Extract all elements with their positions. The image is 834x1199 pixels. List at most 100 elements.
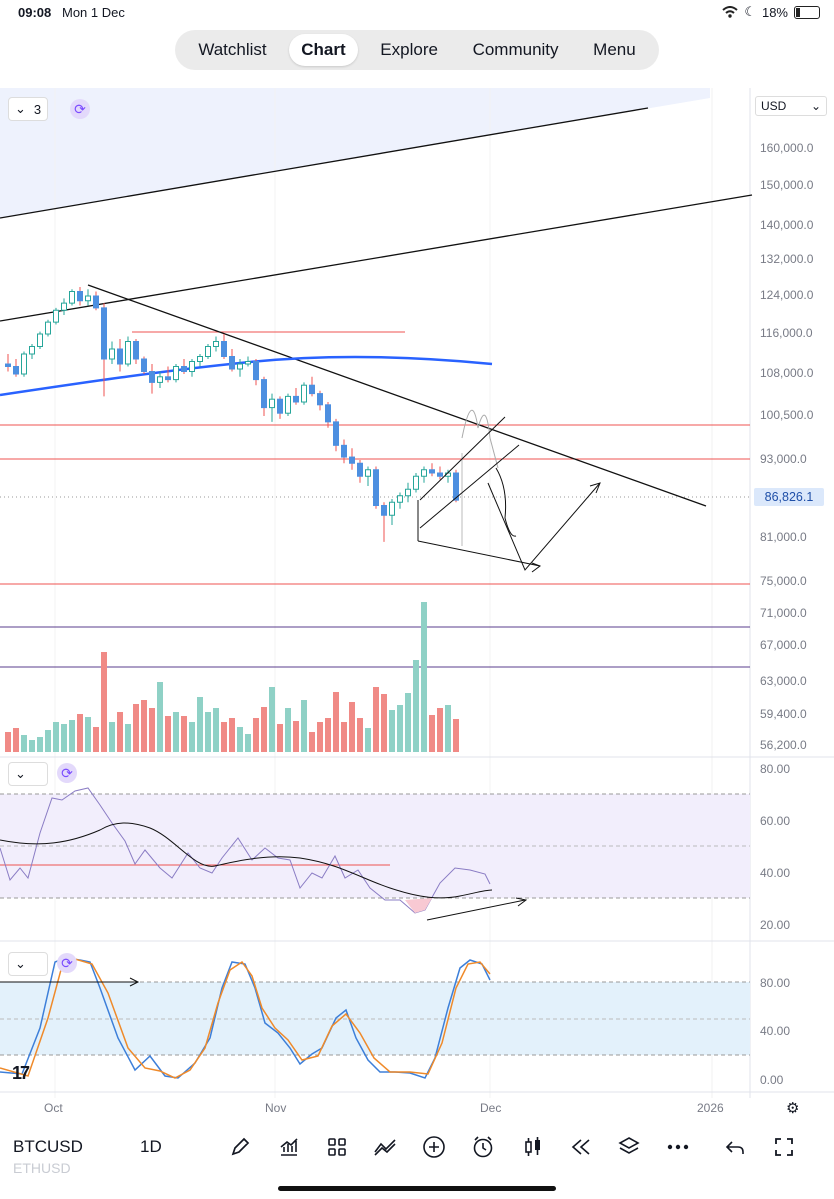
volume-bar [77, 714, 83, 752]
candle-body [357, 462, 363, 477]
arrow-head [129, 977, 140, 987]
top-nav: Watchlist Chart Explore Community Menu [175, 30, 659, 70]
candle-body [397, 495, 403, 503]
volume-bar [365, 728, 371, 752]
rsi-label: 80.00 [760, 762, 791, 776]
sync-icon[interactable]: ⟳ [57, 953, 77, 973]
pencil-icon[interactable] [227, 1134, 253, 1160]
volume-bar [197, 697, 203, 752]
candle-body [77, 291, 83, 302]
time-label: 2026 [697, 1101, 724, 1115]
tab-chart[interactable]: Chart [289, 34, 358, 66]
volume-bar [117, 712, 123, 752]
rsi-ma-line [0, 822, 493, 899]
grid-icon[interactable] [324, 1134, 350, 1160]
volume-bar [293, 721, 299, 752]
status-time: 09:08 [18, 5, 52, 20]
candle-body [13, 366, 19, 375]
candle-body [213, 341, 219, 347]
candle-body [389, 501, 395, 516]
tab-watchlist[interactable]: Watchlist [198, 40, 267, 59]
sync-icon[interactable]: ⟳ [70, 99, 90, 119]
volume-bar [237, 727, 243, 752]
arrow-head [531, 562, 542, 573]
volume-bar [445, 705, 451, 752]
volume-bar [93, 727, 99, 752]
candle-body [429, 469, 435, 474]
fullscreen-icon[interactable] [771, 1134, 797, 1160]
candle-body [197, 356, 203, 362]
rsi-collapse[interactable]: ⌄ [8, 762, 48, 786]
candle-body [125, 341, 131, 365]
settings-icon[interactable]: ⚙ [786, 1100, 800, 1117]
rsi-label: 20.00 [760, 918, 791, 932]
sync-icon[interactable]: ⟳ [57, 763, 77, 783]
home-indicator [278, 1186, 556, 1191]
indicators-icon[interactable] [276, 1134, 302, 1160]
candle-body [165, 376, 171, 381]
price-label: 160,000.0 [760, 141, 814, 155]
channel-shade [0, 88, 710, 218]
wedge-upper [419, 416, 506, 501]
stoch-collapse[interactable]: ⌄ [8, 952, 48, 976]
stoch-label: 0.00 [760, 1073, 784, 1087]
candle-body [29, 346, 35, 355]
candle-body [61, 302, 67, 311]
moon-icon: ☾ [744, 4, 756, 19]
tab-menu[interactable]: Menu [593, 40, 636, 59]
volume-bar [173, 712, 179, 752]
volume-bar [325, 718, 331, 752]
volume-bar [205, 712, 211, 752]
more-icon[interactable] [665, 1134, 691, 1160]
add-icon[interactable] [421, 1134, 447, 1160]
chevron-down-icon: ⌄ [15, 101, 26, 116]
volume-bar [285, 708, 291, 752]
volume-bar [349, 702, 355, 752]
candle-body [21, 353, 27, 375]
volume-bar [165, 716, 171, 752]
candle-body [85, 295, 91, 302]
candle-body [93, 295, 99, 309]
candle-body [341, 444, 347, 458]
alert-clock-icon[interactable] [470, 1134, 496, 1160]
time-label: Dec [480, 1101, 502, 1115]
candle-icon[interactable] [520, 1134, 546, 1160]
symbol-label[interactable]: BTCUSD [13, 1137, 83, 1156]
tab-community[interactable]: Community [472, 40, 559, 59]
compare-icon[interactable] [372, 1134, 398, 1160]
volume-bar [437, 708, 443, 752]
volume-bar [421, 602, 427, 752]
layers-icon[interactable] [616, 1134, 642, 1160]
ghost-projection [461, 409, 499, 469]
rewind-icon[interactable] [568, 1134, 594, 1160]
volume-bar [69, 720, 75, 752]
volume-bar [381, 694, 387, 752]
candle-body [245, 361, 251, 365]
undo-icon[interactable] [722, 1134, 748, 1160]
volume-bar [373, 687, 379, 752]
currency-select[interactable]: USD ⌄ [755, 96, 827, 116]
stoch-label: 40.00 [760, 1024, 791, 1038]
candle-body [141, 358, 147, 372]
volume-bar [37, 737, 43, 752]
status-date: Mon 1 Dec [62, 5, 125, 20]
candle-body [421, 469, 427, 477]
down-trendline [87, 284, 707, 507]
candle-body [69, 291, 75, 304]
volume-bar [149, 708, 155, 752]
timeframe-button[interactable]: 1D [140, 1137, 162, 1156]
candle-body [205, 346, 211, 357]
chevron-down-icon: ⌄ [810, 99, 821, 113]
tab-explore[interactable]: Explore [380, 40, 438, 59]
volume-bar [277, 724, 283, 752]
candle-body [277, 398, 283, 414]
candle-body [173, 366, 179, 381]
volume-bar [21, 735, 27, 752]
volume-bar [13, 728, 19, 752]
rsi-divergence [426, 899, 526, 921]
chevron-down-icon: ⌄ [15, 766, 26, 781]
indicators-collapse[interactable]: ⌄ 3 [8, 97, 49, 121]
candle-body [101, 307, 107, 360]
price-chart[interactable] [0, 88, 834, 1098]
volume-bar [301, 700, 307, 752]
